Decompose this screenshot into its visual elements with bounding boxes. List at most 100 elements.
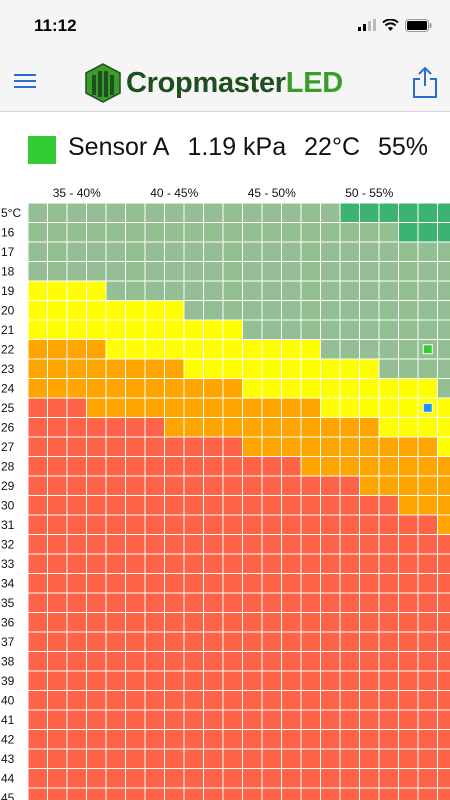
- vpd-cell: [144, 456, 165, 477]
- app-logo: CropmasterLED: [84, 60, 343, 106]
- vpd-cell: [203, 280, 224, 301]
- vpd-cell: [242, 475, 263, 496]
- vpd-cell: [261, 241, 282, 262]
- temperature-row-label: 44: [1, 772, 15, 786]
- vpd-cell: [320, 280, 341, 301]
- vpd-cell: [125, 592, 146, 613]
- vpd-cell: [339, 690, 360, 711]
- vpd-cell: [359, 748, 380, 769]
- vpd-cell: [437, 222, 450, 243]
- vpd-cell: [320, 261, 341, 282]
- vpd-cell: [105, 280, 126, 301]
- vpd-cell: [437, 241, 450, 262]
- vpd-cell: [378, 553, 399, 574]
- vpd-cell: [203, 651, 224, 672]
- vpd-cell: [359, 534, 380, 555]
- vpd-cell: [105, 241, 126, 262]
- sensor-readout[interactable]: Sensor A 1.19 kPa 22°C 55%: [0, 113, 450, 185]
- vpd-cell: [417, 631, 438, 652]
- vpd-cell: [339, 475, 360, 496]
- vpd-cell: [222, 475, 243, 496]
- vpd-cell: [86, 748, 107, 769]
- vpd-cell: [261, 358, 282, 379]
- vpd-cell: [105, 300, 126, 321]
- vpd-cell: [242, 202, 263, 223]
- vpd-cell: [378, 280, 399, 301]
- sensor-a-marker[interactable]: [422, 344, 433, 355]
- vpd-cell: [144, 690, 165, 711]
- vpd-cell: [203, 300, 224, 321]
- vpd-cell: [320, 319, 341, 340]
- vpd-cell: [86, 378, 107, 399]
- vpd-cell: [261, 553, 282, 574]
- vpd-cell: [86, 397, 107, 418]
- vpd-cell: [320, 534, 341, 555]
- vpd-cell: [47, 709, 68, 730]
- vpd-cell: [66, 397, 87, 418]
- vpd-cell: [86, 222, 107, 243]
- vpd-cell: [242, 280, 263, 301]
- temperature-row-label: 24: [1, 382, 15, 396]
- vpd-cell: [164, 787, 185, 800]
- vpd-cell: [281, 631, 302, 652]
- second-sensor-marker[interactable]: [422, 402, 433, 413]
- vpd-cell: [27, 690, 48, 711]
- vpd-cell: [378, 319, 399, 340]
- vpd-cell: [183, 670, 204, 691]
- vpd-cell: [339, 651, 360, 672]
- vpd-cell: [164, 358, 185, 379]
- vpd-cell: [417, 417, 438, 438]
- vpd-cell: [125, 300, 146, 321]
- vpd-cell: [27, 553, 48, 574]
- vpd-cell: [300, 456, 321, 477]
- vpd-cell: [300, 222, 321, 243]
- vpd-cell: [183, 592, 204, 613]
- vpd-cell: [359, 709, 380, 730]
- vpd-cell: [398, 612, 419, 633]
- vpd-cell: [300, 495, 321, 516]
- vpd-cell: [281, 514, 302, 535]
- vpd-cell: [86, 319, 107, 340]
- menu-button[interactable]: [14, 70, 38, 96]
- vpd-cell: [86, 456, 107, 477]
- vpd-cell: [144, 748, 165, 769]
- vpd-cell: [437, 378, 450, 399]
- vpd-cell: [417, 573, 438, 594]
- vpd-cell: [47, 495, 68, 516]
- vpd-cell: [183, 417, 204, 438]
- vpd-cell: [222, 222, 243, 243]
- vpd-cell: [164, 709, 185, 730]
- vpd-cell: [125, 612, 146, 633]
- temperature-row-label: 36: [1, 616, 15, 630]
- vpd-cell: [105, 690, 126, 711]
- vpd-cell: [359, 787, 380, 800]
- vpd-cell: [320, 475, 341, 496]
- share-button[interactable]: [412, 66, 438, 98]
- vpd-cell: [222, 436, 243, 457]
- vpd-cell: [300, 397, 321, 418]
- vpd-cell: [281, 202, 302, 223]
- vpd-cell: [300, 514, 321, 535]
- vpd-cell: [242, 495, 263, 516]
- vpd-cell: [437, 261, 450, 282]
- vpd-cell: [183, 241, 204, 262]
- vpd-cell: [86, 690, 107, 711]
- vpd-cell: [222, 514, 243, 535]
- vpd-cell: [66, 612, 87, 633]
- vpd-cell: [66, 436, 87, 457]
- sensor-name: Sensor A: [68, 133, 170, 161]
- vpd-cell: [359, 612, 380, 633]
- vpd-cell: [417, 748, 438, 769]
- vpd-cell: [203, 670, 224, 691]
- vpd-cell: [164, 631, 185, 652]
- vpd-cell: [164, 261, 185, 282]
- temperature-row-label: 40: [1, 694, 15, 708]
- vpd-cell: [183, 475, 204, 496]
- vpd-cell: [222, 670, 243, 691]
- vpd-cell: [437, 729, 450, 750]
- vpd-cell: [27, 241, 48, 262]
- vpd-cell: [222, 456, 243, 477]
- vpd-cell: [242, 748, 263, 769]
- vpd-cell: [164, 417, 185, 438]
- vpd-cell: [125, 690, 146, 711]
